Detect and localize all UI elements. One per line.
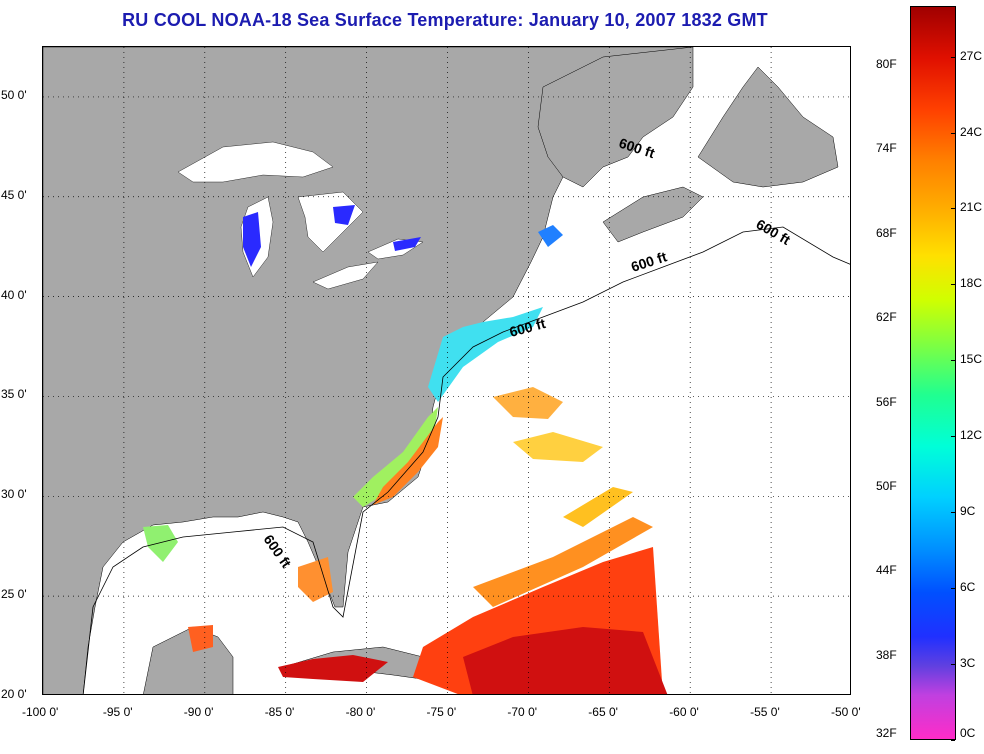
sst-coastal-orange: [373, 417, 443, 505]
colorbar-celsius-label: 27C: [960, 48, 983, 63]
colorbar-fahrenheit-label: 56F: [876, 394, 897, 409]
land-yucatan: [143, 626, 234, 694]
colorbar-celsius-label: 6C: [960, 580, 976, 595]
sst-scattered-orange: [493, 387, 563, 419]
colorbar-tick: [951, 436, 955, 438]
longitude-tick-label: -85 0': [264, 705, 295, 719]
colorbar-celsius-label: 15C: [960, 352, 983, 367]
sst-atlantic-band: [473, 517, 653, 607]
colorbar-tick: [951, 360, 955, 362]
colorbar-tick: [951, 132, 955, 134]
colorbar-celsius-label: 12C: [960, 428, 983, 443]
latitude-tick-label: 50 0': [1, 87, 27, 102]
latitude-tick-label: 40 0': [1, 287, 27, 302]
sst-scattered-yellow: [513, 432, 603, 462]
sst-atlantic-yellow: [563, 487, 633, 527]
longitude-tick-label: -70 0': [507, 705, 538, 719]
land-newfoundland: [697, 66, 839, 188]
contour-600ft: [82, 226, 850, 694]
longitude-tick-label: -80 0': [345, 705, 376, 719]
lake-ice-blue: [243, 212, 261, 267]
latitude-tick-label: 25 0': [1, 587, 27, 602]
colorbar-fahrenheit-label: 50F: [876, 478, 897, 493]
latitude-tick-label: 20 0': [1, 687, 27, 701]
colorbar-tick: [951, 588, 955, 590]
colorbar-celsius-label: 0C: [960, 726, 976, 740]
longitude-tick-label: -55 0': [750, 705, 780, 719]
longitude-tick-label: -60 0': [669, 705, 699, 719]
sst-gulf-nw: [143, 525, 178, 562]
colorbar-fahrenheit-label: 62F: [876, 310, 897, 325]
longitude-tick-label: -75 0': [426, 705, 457, 719]
land-canada-maritimes: [537, 47, 694, 188]
lake-ice-blue-3: [393, 237, 421, 251]
longitude-tick-label: -50 0': [831, 705, 861, 719]
contour-label: 600 ft: [754, 216, 794, 248]
colorbar-tick: [951, 208, 955, 210]
land-nova-scotia: [602, 186, 704, 243]
colorbar-fahrenheit-label: 74F: [876, 141, 897, 156]
colorbar-tick: [951, 284, 955, 286]
latitude-tick-label: 30 0': [1, 487, 27, 502]
lake-ice-blue-2: [333, 205, 355, 225]
colorbar-fahrenheit-label: 38F: [876, 647, 897, 662]
gridlines: [43, 47, 850, 694]
latitude-tick-label: 45 0': [1, 187, 27, 202]
map-canvas: 600 ft 600 ft 600 ft 600 ft 600 ft: [43, 47, 850, 694]
sst-gulf-south: [188, 625, 213, 652]
longitude-tick-label: -65 0': [588, 705, 618, 719]
colorbar-tick: [951, 740, 955, 741]
colorbar-celsius-label: 24C: [960, 124, 983, 139]
colorbar-fahrenheit-label: 80F: [876, 57, 897, 72]
sst-map: 600 ft 600 ft 600 ft 600 ft 600 ft: [42, 46, 851, 695]
lake-erie: [312, 261, 379, 290]
sst-maine-blue: [538, 225, 563, 247]
longitude-tick-label: -95 0': [102, 705, 133, 719]
sst-caribbean-red: [278, 655, 388, 682]
contour-label: 600 ft: [261, 532, 295, 571]
sst-gulf-florida: [298, 557, 333, 602]
sst-atlantic-darkred: [463, 627, 668, 694]
latitude-tick-label: 35 0': [1, 387, 27, 402]
sst-coastal-cold: [428, 307, 543, 402]
sst-coastal-green: [353, 407, 438, 507]
colorbar-celsius-label: 21C: [960, 200, 983, 215]
colorbar-fahrenheit-label: 68F: [876, 225, 897, 240]
longitude-tick-label: -90 0': [183, 705, 214, 719]
colorbar-celsius-label: 3C: [960, 656, 976, 671]
map-title: RU COOL NOAA-18 Sea Surface Temperature:…: [122, 10, 768, 30]
lake-superior: [177, 141, 334, 183]
colorbar-celsius-label: 9C: [960, 504, 976, 519]
colorbar-fahrenheit-label: 44F: [876, 563, 897, 578]
colorbar-fahrenheit-label: 32F: [876, 726, 897, 740]
contour-label: 600 ft: [629, 248, 669, 275]
colorbar-tick: [951, 56, 955, 58]
temperature-colorbar: [910, 6, 956, 740]
colorbar-tick: [951, 664, 955, 666]
colorbar-tick: [951, 512, 955, 514]
colorbar-celsius-label: 18C: [960, 276, 983, 291]
longitude-tick-label: -100 0': [22, 705, 59, 719]
